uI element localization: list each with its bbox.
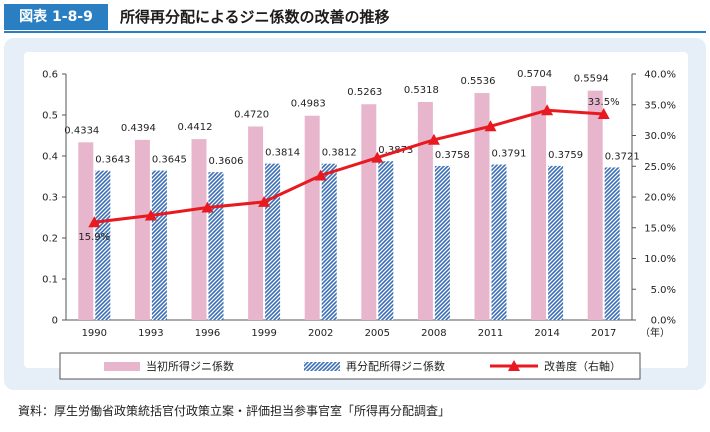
chart: 0 0.1 0.2 0.3 0.4 0.5 0.6 0.0% 5.0% 10.0% 15.0% 20.… bbox=[24, 52, 688, 380]
source-note: 資料：厚生労働省政策統括官付政策立案・評価担当参事官室「所得再分配調査」 bbox=[18, 404, 451, 418]
header-rule bbox=[4, 31, 706, 33]
x-tick-label: 1990 bbox=[82, 328, 107, 339]
bar-initial-gini bbox=[304, 115, 320, 321]
figure-label: 図表 1-8-9 bbox=[4, 4, 108, 30]
bar-initial-gini bbox=[587, 90, 603, 320]
data-label-initial-gini: 0.4412 bbox=[178, 122, 213, 133]
right-tick-label: 35.0% bbox=[644, 100, 676, 111]
legend-label-improvement: 改善度（右軸） bbox=[544, 359, 621, 373]
data-label-redistributed-gini: 0.3814 bbox=[265, 148, 300, 159]
left-tick-label: 0 bbox=[52, 316, 58, 327]
bar-redistributed-gini bbox=[208, 172, 224, 320]
right-tick-label: 15.0% bbox=[644, 223, 676, 234]
bar-redistributed-gini bbox=[265, 163, 281, 320]
data-label-initial-gini: 0.5536 bbox=[461, 76, 496, 87]
x-tick-label: 2005 bbox=[365, 328, 390, 339]
right-tick-label: 25.0% bbox=[644, 162, 676, 173]
legend-box bbox=[59, 352, 641, 380]
data-label-redistributed-gini: 0.3643 bbox=[95, 155, 130, 166]
data-label-improvement: 33.5% bbox=[588, 97, 620, 108]
x-axis-unit: （年） bbox=[640, 326, 670, 339]
bar-initial-gini bbox=[248, 126, 264, 320]
legend-swatch-initial-gini bbox=[104, 362, 140, 371]
x-tick-label: 1999 bbox=[251, 328, 276, 339]
improvement-marker bbox=[597, 107, 610, 119]
bar-redistributed-gini bbox=[604, 167, 620, 320]
right-tick-label: 10.0% bbox=[644, 254, 676, 265]
improvement-marker bbox=[88, 216, 101, 228]
data-label-redistributed-gini: 0.3645 bbox=[152, 155, 187, 166]
left-tick-label: 0.1 bbox=[42, 275, 58, 286]
legend-swatch-redistributed-gini bbox=[304, 362, 340, 371]
chart-panel: 0 0.1 0.2 0.3 0.4 0.5 0.6 0.0% 5.0% 10.0% 15.0% 20.… bbox=[4, 38, 706, 390]
bar-initial-gini bbox=[361, 104, 377, 320]
data-label-initial-gini: 0.5594 bbox=[574, 74, 609, 85]
x-tick-label: 2014 bbox=[534, 328, 559, 339]
x-tick-label: 2002 bbox=[308, 328, 333, 339]
improvement-marker bbox=[201, 201, 214, 213]
left-tick-label: 0.5 bbox=[42, 111, 58, 122]
legend-label-initial-gini: 当初所得ジニ係数 bbox=[146, 359, 234, 373]
left-tick-label: 0.2 bbox=[42, 234, 58, 245]
right-tick-label: 5.0% bbox=[651, 285, 676, 296]
legend-swatch-improvement-marker bbox=[508, 360, 520, 371]
x-tick-label: 2017 bbox=[591, 328, 616, 339]
right-tick-label: 20.0% bbox=[644, 193, 676, 204]
bar-redistributed-gini bbox=[434, 165, 450, 320]
bar-redistributed-gini bbox=[491, 164, 507, 320]
improvement-marker bbox=[484, 120, 497, 132]
figure-header: 図表 1-8-9 所得再分配によるジニ係数の改善の推移 bbox=[0, 0, 710, 34]
data-label-initial-gini: 0.5263 bbox=[347, 87, 382, 98]
bar-initial-gini bbox=[191, 139, 207, 320]
data-label-initial-gini: 0.5318 bbox=[404, 85, 439, 96]
bar-redistributed-gini bbox=[151, 170, 167, 320]
improvement-line bbox=[94, 108, 604, 224]
right-tick-label: 0.0% bbox=[651, 316, 676, 327]
data-label-initial-gini: 0.4334 bbox=[64, 125, 99, 136]
data-label-redistributed-gini: 0.3759 bbox=[548, 150, 583, 161]
x-tick-label: 2008 bbox=[421, 328, 446, 339]
improvement-marker bbox=[144, 209, 157, 221]
right-tick-label: 30.0% bbox=[644, 131, 676, 142]
bar-initial-gini bbox=[531, 86, 547, 320]
data-label-initial-gini: 0.4394 bbox=[121, 123, 156, 134]
bar-initial-gini bbox=[78, 142, 94, 320]
data-label-redistributed-gini: 0.3812 bbox=[322, 148, 357, 159]
data-label-initial-gini: 0.4983 bbox=[291, 99, 326, 110]
bar-redistributed-gini bbox=[321, 163, 337, 320]
chart-background bbox=[24, 52, 688, 368]
bar-redistributed-gini bbox=[378, 161, 394, 320]
legend-label-redistributed-gini: 再分配所得ジニ係数 bbox=[346, 360, 445, 373]
improvement-marker bbox=[427, 133, 440, 145]
x-tick-label: 1993 bbox=[138, 328, 163, 339]
data-label-redistributed-gini: 0.3791 bbox=[492, 149, 527, 160]
improvement-marker bbox=[314, 169, 327, 181]
data-label-initial-gini: 0.5704 bbox=[517, 69, 552, 80]
x-tick-label: 1996 bbox=[195, 328, 220, 339]
left-tick-label: 0.3 bbox=[42, 193, 58, 204]
data-label-improvement: 15.9% bbox=[78, 232, 110, 243]
bar-redistributed-gini bbox=[95, 170, 111, 320]
improvement-marker bbox=[541, 104, 554, 116]
left-tick-label: 0.6 bbox=[42, 70, 58, 81]
data-label-initial-gini: 0.4720 bbox=[234, 109, 269, 120]
bar-initial-gini bbox=[474, 93, 490, 320]
data-label-redistributed-gini: 0.3758 bbox=[435, 150, 470, 161]
data-label-redistributed-gini: 0.3721 bbox=[605, 151, 640, 162]
x-tick-label: 2011 bbox=[478, 328, 503, 339]
right-tick-label: 40.0% bbox=[644, 70, 676, 81]
left-tick-label: 0.4 bbox=[42, 152, 58, 163]
data-label-redistributed-gini: 0.3606 bbox=[209, 156, 244, 167]
figure-title: 所得再分配によるジニ係数の改善の推移 bbox=[120, 8, 390, 26]
improvement-marker bbox=[371, 151, 384, 163]
bar-redistributed-gini bbox=[548, 165, 564, 320]
bar-initial-gini bbox=[417, 101, 433, 320]
bar-initial-gini bbox=[134, 139, 150, 320]
improvement-marker bbox=[258, 195, 271, 207]
